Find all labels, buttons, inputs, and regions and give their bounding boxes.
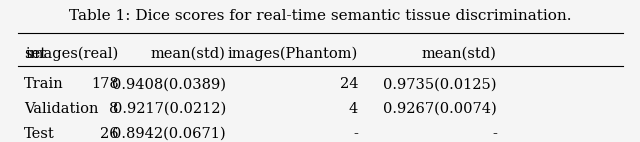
Text: Table 1: Dice scores for real-time semantic tissue discrimination.: Table 1: Dice scores for real-time seman…	[69, 9, 572, 23]
Text: mean(std): mean(std)	[422, 47, 497, 61]
Text: Train: Train	[24, 77, 64, 91]
Text: images(real): images(real)	[26, 47, 119, 61]
Text: 0.9217(0.0212): 0.9217(0.0212)	[113, 102, 226, 116]
Text: Test: Test	[24, 127, 55, 141]
Text: 0.9267(0.0074): 0.9267(0.0074)	[383, 102, 497, 116]
Text: 24: 24	[340, 77, 358, 91]
Text: 0.9735(0.0125): 0.9735(0.0125)	[383, 77, 497, 91]
Text: 8: 8	[109, 102, 119, 116]
Text: -: -	[353, 127, 358, 141]
Text: images(Phantom): images(Phantom)	[228, 47, 358, 61]
Text: 4: 4	[349, 102, 358, 116]
Text: mean(std): mean(std)	[151, 47, 226, 61]
Text: 178: 178	[91, 77, 119, 91]
Text: set: set	[24, 47, 46, 61]
Text: 0.9408(0.0389): 0.9408(0.0389)	[112, 77, 226, 91]
Text: Validation: Validation	[24, 102, 99, 116]
Text: 0.8942(0.0671): 0.8942(0.0671)	[112, 127, 226, 141]
Text: -: -	[492, 127, 497, 141]
Text: 26: 26	[100, 127, 119, 141]
